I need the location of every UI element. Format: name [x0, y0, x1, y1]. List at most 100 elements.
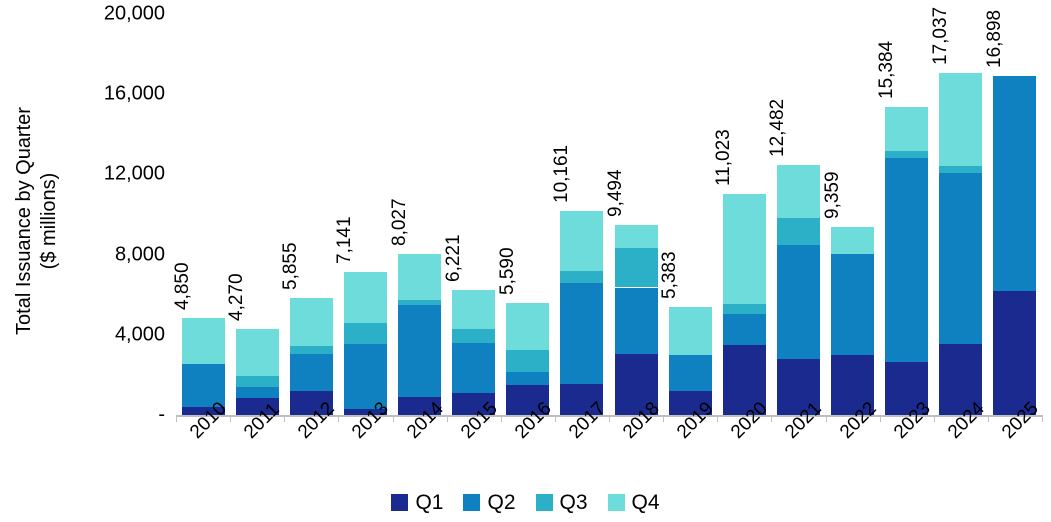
bar-segment-q1[interactable]	[181, 406, 225, 415]
bar-segment-q2[interactable]	[181, 363, 225, 407]
bar-group[interactable]: 9,494	[605, 169, 658, 415]
bar-group[interactable]: 17,037	[930, 7, 983, 415]
bar-segment-q2[interactable]	[560, 283, 604, 384]
bar-segment-q2[interactable]	[993, 76, 1037, 291]
bar-segment-q3[interactable]	[614, 248, 658, 288]
bar-segment-q2[interactable]	[398, 304, 442, 398]
bar-segment-q4[interactable]	[181, 317, 225, 364]
legend-label: Q4	[631, 490, 660, 514]
bar-segment-q1[interactable]	[398, 397, 442, 415]
bar-segment-q4[interactable]	[939, 73, 983, 167]
bar-group[interactable]: 11,023	[713, 129, 766, 415]
bar-segment-q1[interactable]	[560, 383, 604, 415]
legend-item-q4[interactable]: Q4	[607, 490, 660, 514]
bar-segment-q3[interactable]	[885, 151, 929, 158]
x-axis-tick	[771, 415, 773, 422]
bar-segment-q4[interactable]	[235, 329, 279, 376]
legend-item-q2[interactable]: Q2	[463, 492, 516, 513]
bar-segment-q4[interactable]	[560, 211, 604, 272]
bar-segment-q2[interactable]	[235, 386, 279, 399]
bar-group[interactable]: 7,141	[334, 216, 387, 415]
bar-group[interactable]: 4,850	[172, 262, 225, 415]
bar-group[interactable]: 9,359	[822, 172, 875, 415]
x-axis-tick	[933, 415, 935, 422]
bar-group[interactable]: 8,027	[389, 199, 442, 415]
bar-segment-q2[interactable]	[722, 314, 766, 346]
x-axis-tick	[176, 415, 177, 422]
bar-total-label: 12,482	[767, 98, 789, 157]
legend-label: Q3	[559, 490, 588, 514]
bar-group[interactable]: 5,855	[280, 242, 333, 415]
bar-segment-q4[interactable]	[452, 290, 496, 330]
bar-segment-q3[interactable]	[289, 346, 333, 355]
bar-segment-q1[interactable]	[776, 358, 820, 415]
bar-segment-q3[interactable]	[506, 350, 550, 373]
bar-segment-q4[interactable]	[668, 307, 712, 356]
bar-segment-q4[interactable]	[722, 194, 766, 304]
x-axis-tick	[825, 415, 827, 422]
bar-segment-q2[interactable]	[885, 157, 929, 363]
bar-segment-q1[interactable]	[993, 290, 1037, 415]
x-axis-tick	[717, 415, 719, 422]
bar-segment-q3[interactable]	[343, 323, 387, 345]
bar-segment-q4[interactable]	[831, 227, 875, 254]
bar-segment-q1[interactable]	[885, 362, 929, 415]
bar-segment-q1[interactable]	[722, 345, 766, 415]
bar-segment-q2[interactable]	[343, 344, 387, 409]
bar-total-label: 8,027	[388, 198, 410, 247]
bar-group[interactable]: 5,383	[659, 252, 712, 415]
legend-item-q1[interactable]: Q1	[391, 492, 443, 513]
x-axis-tick	[663, 415, 665, 422]
bar-segment-q3[interactable]	[452, 329, 496, 343]
bar-segment-q3[interactable]	[560, 271, 604, 284]
x-axis-tick	[446, 415, 448, 422]
bar-segment-q2[interactable]	[614, 287, 658, 354]
bar-group[interactable]: 15,384	[876, 40, 929, 415]
bar-group[interactable]: 12,482	[767, 99, 820, 415]
bar-segment-q3[interactable]	[939, 166, 983, 173]
legend-item-q3[interactable]: Q3	[535, 490, 588, 514]
x-axis-tick	[392, 415, 394, 422]
bar-segment-q2[interactable]	[289, 354, 333, 392]
bar-segment-q4[interactable]	[289, 297, 333, 347]
bar-segment-q1[interactable]	[939, 343, 983, 415]
x-axis-ticks	[176, 415, 1043, 422]
bar-segment-q4[interactable]	[343, 271, 387, 324]
bar-group[interactable]: 5,590	[497, 247, 550, 415]
bar-segment-q4[interactable]	[776, 164, 820, 218]
bar-segment-q1[interactable]	[343, 408, 387, 415]
y-axis-tick-label: 8,000	[114, 243, 165, 266]
bar-segment-q1[interactable]	[452, 392, 496, 415]
chart-legend: Q1 Q2 Q3 Q4	[0, 487, 1051, 517]
bar-segment-q4[interactable]	[885, 106, 929, 152]
legend-swatch-icon	[391, 493, 409, 511]
bar-group[interactable]: 6,221	[443, 235, 496, 415]
bar-segment-q1[interactable]	[289, 391, 333, 415]
bar-segment-q2[interactable]	[668, 355, 712, 391]
bar-segment-q2[interactable]	[939, 172, 983, 344]
bar-segment-q3[interactable]	[776, 217, 820, 246]
bar-segment-q4[interactable]	[506, 302, 550, 351]
x-axis-category-labels: 2010 2011 2012 2013 2014 2015 2016 2017 2018 2019…	[176, 398, 1043, 482]
bar-group[interactable]: 10,161	[551, 145, 604, 415]
bar-segment-q1[interactable]	[235, 398, 279, 415]
bar-segment-q1[interactable]	[506, 384, 550, 415]
bar-segment-q3[interactable]	[722, 303, 766, 315]
bar-segment-q1[interactable]	[831, 355, 875, 415]
bar-total-label: 11,023	[713, 129, 735, 186]
bar-segment-q1[interactable]	[614, 353, 658, 415]
bar-segment-q2[interactable]	[776, 245, 820, 359]
bar-segment-q2[interactable]	[506, 372, 550, 385]
y-axis-tick-label: 12,000	[103, 162, 165, 185]
bar-segment-q4[interactable]	[398, 254, 442, 300]
bar-group[interactable]: 16,898	[984, 10, 1037, 415]
bar-group[interactable]: 4,270	[226, 274, 279, 415]
bar-segment-q2[interactable]	[831, 253, 875, 356]
bar-segment-q1[interactable]	[668, 390, 712, 415]
bar-segment-q3[interactable]	[398, 299, 442, 305]
bar-segment-q2[interactable]	[452, 342, 496, 393]
bar-segment-q4[interactable]	[614, 224, 658, 249]
legend-swatch-icon	[607, 493, 625, 511]
bar-segment-q3[interactable]	[235, 375, 279, 387]
